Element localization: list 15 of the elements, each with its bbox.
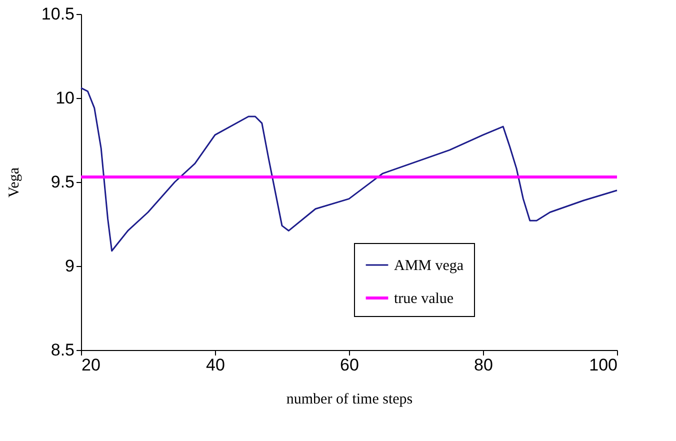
x-tick-label: 80	[474, 356, 493, 374]
x-tick-label: 40	[206, 356, 225, 374]
y-tick-label: 10	[56, 88, 74, 108]
y-axis-title: Vega	[6, 167, 22, 198]
y-tick-label: 10.5	[41, 4, 74, 24]
x-tick-label: 100	[589, 356, 618, 374]
y-tick-label: 9	[65, 256, 74, 276]
legend-label: true value	[394, 291, 454, 307]
legend-label: AMM vega	[394, 258, 464, 274]
x-axis-title: number of time steps	[286, 392, 413, 408]
x-tick-label: 60	[340, 356, 359, 374]
line-series	[80, 87, 618, 252]
y-tick-label: 9.5	[50, 172, 74, 192]
x-tick-label: 20	[82, 356, 100, 374]
y-tick-label: 8.5	[50, 340, 74, 360]
